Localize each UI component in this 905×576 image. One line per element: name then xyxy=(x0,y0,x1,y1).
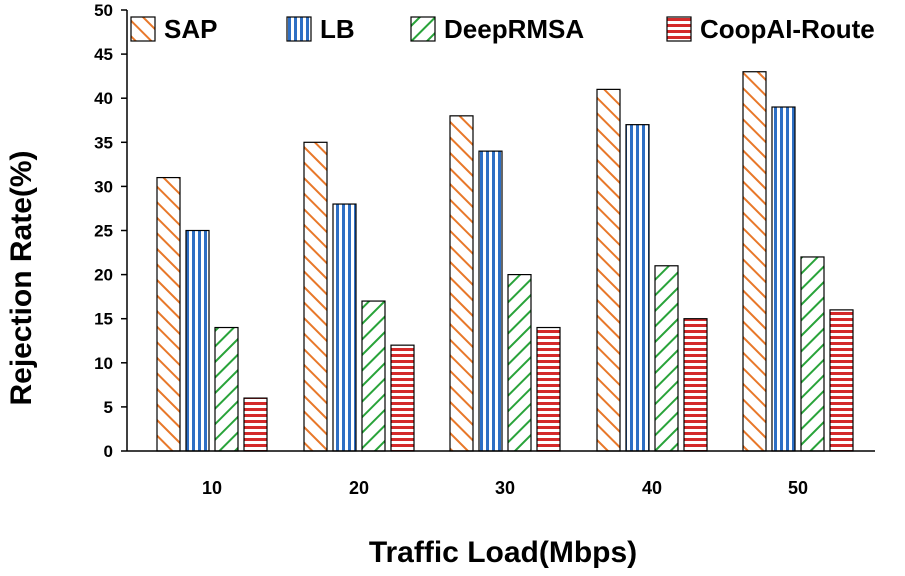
y-axis-title: Rejection Rate(%) xyxy=(5,150,38,405)
y-tick-label: 15 xyxy=(94,310,113,329)
bar-coopai-route-50 xyxy=(829,309,854,452)
bar-coopai-route-10 xyxy=(243,397,268,452)
x-tick-label: 40 xyxy=(642,478,662,498)
bar-coopai-route-40 xyxy=(683,318,708,452)
legend-swatch xyxy=(130,16,156,42)
bar-deeprmsa-40 xyxy=(654,265,679,452)
bar-sap-40 xyxy=(596,88,621,452)
bar-sap-20 xyxy=(303,141,328,452)
legend-label: DeepRMSA xyxy=(444,14,584,44)
bar-sap-10 xyxy=(156,176,181,452)
bar-deeprmsa-20 xyxy=(361,300,386,452)
bar-sap-50 xyxy=(742,71,767,452)
x-axis-ticks: 10 20 30 40 50 xyxy=(202,478,808,498)
y-tick-label: 5 xyxy=(104,398,113,417)
y-tick-label: 0 xyxy=(104,442,113,461)
legend: SAP LB DeepRMSA CoopAI-Route xyxy=(130,14,875,44)
bar-deeprmsa-50 xyxy=(800,256,825,452)
y-tick-label: 40 xyxy=(94,89,113,108)
bar-coopai-route-20 xyxy=(390,344,415,452)
legend-swatch xyxy=(286,16,312,42)
legend-swatch xyxy=(666,16,692,42)
bar-lb-30 xyxy=(478,150,503,452)
legend-label: SAP xyxy=(164,14,217,44)
y-tick-label: 50 xyxy=(94,1,113,20)
legend-swatch xyxy=(410,16,436,42)
y-tick-label: 20 xyxy=(94,266,113,285)
y-tick-label: 30 xyxy=(94,177,113,196)
x-axis-title: Traffic Load(Mbps) xyxy=(369,536,637,569)
bar-sap-30 xyxy=(449,115,474,452)
legend-label: LB xyxy=(320,14,355,44)
y-tick-label: 10 xyxy=(94,354,113,373)
x-tick-label: 30 xyxy=(495,478,515,498)
bar-coopai-route-30 xyxy=(536,326,561,452)
bars xyxy=(156,71,854,452)
x-tick-label: 10 xyxy=(202,478,222,498)
bar-lb-40 xyxy=(625,124,650,452)
y-tick-label: 45 xyxy=(94,45,113,64)
bar-lb-20 xyxy=(332,203,357,452)
bar-lb-50 xyxy=(771,106,796,452)
y-tick-label: 25 xyxy=(94,222,113,241)
y-axis-ticks: 0 5 10 15 20 25 30 35 40 45 50 xyxy=(94,1,127,461)
x-tick-label: 20 xyxy=(349,478,369,498)
bar-deeprmsa-30 xyxy=(507,274,532,452)
legend-label: CoopAI-Route xyxy=(700,14,875,44)
x-tick-label: 50 xyxy=(788,478,808,498)
y-tick-label: 35 xyxy=(94,133,113,152)
bar-deeprmsa-10 xyxy=(214,326,239,452)
bar-lb-10 xyxy=(185,229,210,452)
